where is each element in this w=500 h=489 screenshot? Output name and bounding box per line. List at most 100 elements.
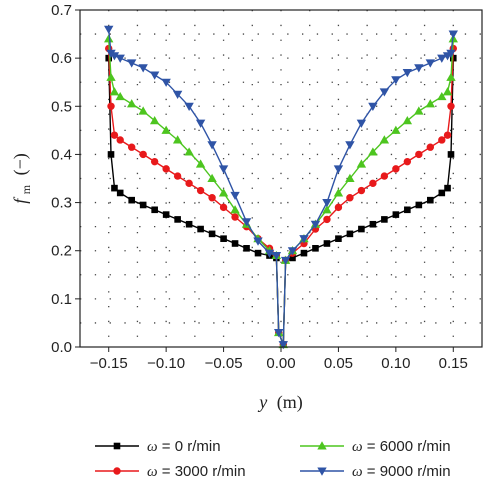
data-point [218, 188, 229, 197]
y-tick-label: 0.0 [51, 339, 72, 356]
data-point [185, 179, 193, 188]
legend-marker [113, 467, 121, 475]
data-point [392, 211, 400, 218]
data-point [438, 136, 446, 144]
x-tick-label: −0.15 [90, 355, 128, 372]
data-point [335, 235, 342, 242]
data-point [109, 52, 120, 61]
data-point [391, 125, 401, 134]
data-point [138, 64, 148, 73]
y-axis-symbol: f [10, 196, 30, 204]
legend-symbol: ω [147, 464, 158, 480]
data-point [356, 119, 367, 128]
legend-item: ω = 0 r/min [95, 438, 221, 455]
data-point [116, 189, 124, 197]
data-point [287, 247, 298, 256]
data-point [356, 159, 367, 168]
data-point [110, 131, 119, 139]
data-point [402, 116, 413, 125]
data-point [446, 72, 456, 81]
y-tick-label: 0.7 [51, 2, 72, 19]
data-point [208, 230, 216, 238]
y-axis-subscript: m [19, 184, 33, 194]
data-point [218, 165, 229, 174]
x-tick-label: −0.05 [205, 355, 243, 372]
data-point [115, 54, 125, 63]
legend-marker [113, 442, 121, 450]
data-point [271, 252, 282, 261]
data-point [323, 240, 331, 247]
data-point [448, 30, 458, 39]
data-point [231, 213, 239, 221]
x-axis-symbol: y [257, 392, 267, 412]
legend-symbol: ω [352, 464, 363, 480]
y-tick-label: 0.2 [51, 243, 72, 260]
data-point [107, 102, 115, 110]
data-point [403, 157, 412, 166]
data-point [230, 205, 240, 214]
data-point [402, 69, 413, 78]
data-point [162, 165, 170, 173]
data-point [116, 136, 124, 144]
legend-item: ω = 9000 r/min [300, 463, 451, 480]
data-point [231, 240, 239, 247]
data-point [447, 151, 455, 158]
data-point [109, 87, 120, 96]
data-point [184, 147, 194, 156]
data-point [427, 196, 434, 204]
data-point [379, 88, 390, 97]
plot-area [80, 10, 482, 347]
x-tick-label: 0.00 [266, 355, 295, 372]
legend-label: ω = 0 r/min [147, 438, 221, 455]
legend-marker [317, 441, 327, 450]
data-point [415, 201, 423, 209]
y-tick-label: 0.1 [51, 291, 72, 308]
data-point [381, 216, 388, 223]
data-point [207, 173, 217, 183]
data-point [446, 49, 456, 59]
y-tick-label: 0.6 [51, 50, 72, 67]
data-point [310, 220, 321, 229]
legend-value: = 3000 r/min [158, 463, 246, 480]
data-point [104, 25, 114, 34]
data-point [243, 245, 250, 252]
data-point [138, 106, 148, 115]
data-point [107, 151, 115, 158]
data-point [346, 194, 354, 202]
data-point [442, 87, 453, 96]
data-point [392, 165, 400, 173]
data-point [126, 99, 137, 108]
data-point [300, 249, 308, 257]
data-point [368, 147, 378, 156]
data-point [126, 59, 137, 68]
x-axis-unit: (m) [277, 392, 303, 413]
data-point [264, 249, 275, 258]
data-point [106, 72, 116, 81]
data-point [391, 76, 401, 85]
data-point [274, 329, 284, 338]
x-tick-label: 0.10 [381, 355, 410, 372]
data-point [437, 91, 447, 101]
data-point [185, 220, 193, 228]
data-point [414, 64, 424, 73]
data-point [161, 78, 171, 87]
data-point [172, 135, 183, 144]
data-point [173, 172, 182, 180]
data-point [104, 34, 114, 43]
data-point [444, 184, 451, 192]
data-point [254, 249, 262, 257]
legend-value: = 9000 r/min [363, 463, 451, 480]
data-point [149, 116, 160, 125]
x-tick-label: 0.05 [324, 355, 353, 372]
x-tick-label: −0.10 [147, 355, 185, 372]
data-point [425, 59, 436, 68]
data-point [139, 201, 147, 209]
data-point [150, 157, 159, 166]
data-point [322, 205, 332, 214]
legend-value: = 6000 r/min [363, 438, 451, 455]
data-point [278, 341, 288, 350]
data-point [438, 189, 446, 197]
series-layer [104, 25, 458, 350]
x-tick-label: 0.15 [439, 355, 468, 372]
